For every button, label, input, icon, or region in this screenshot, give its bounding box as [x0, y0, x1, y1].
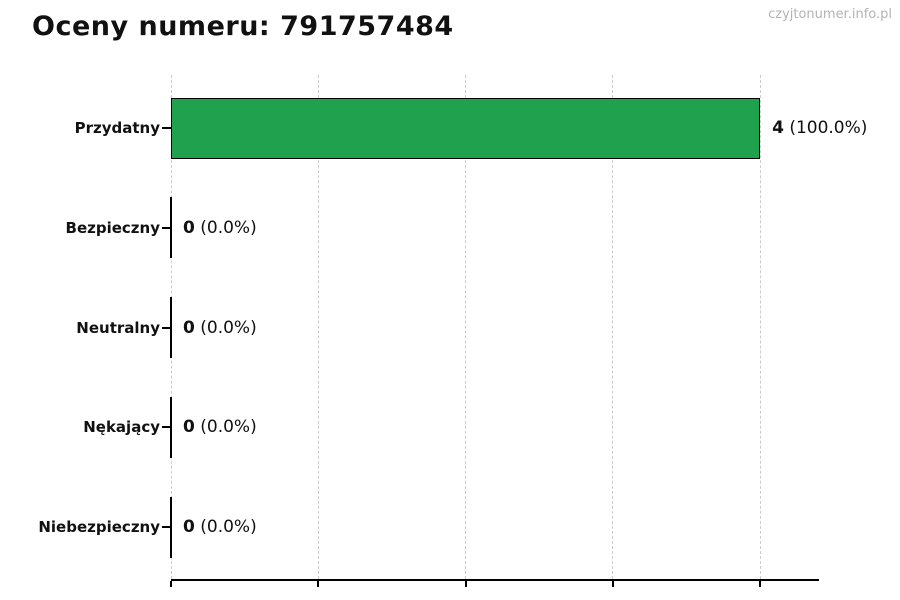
value-label: 0 (0.0%) — [183, 516, 257, 538]
bar-przydatny — [171, 97, 761, 159]
value-label: 4 (100.0%) — [772, 117, 867, 139]
x-axis-tick-3 — [611, 581, 614, 587]
gridline-x-1 — [317, 75, 319, 579]
gridline-x-2 — [465, 75, 467, 579]
zero-bar-niebezpieczny — [170, 496, 172, 558]
value-percentage: (0.0%) — [194, 417, 257, 438]
value-percentage: (100.0%) — [783, 118, 868, 138]
zero-bar-bezpieczny — [170, 197, 172, 259]
x-axis-tick-4 — [759, 581, 762, 587]
x-axis-tick-2 — [464, 581, 467, 587]
value-percentage: (0.0%) — [194, 217, 257, 238]
value-count: 0 — [183, 317, 195, 338]
y-axis-tick — [162, 426, 171, 429]
plot-area: 4 (100.0%) 0 (0.0%) 0 (0.0%) 0 (0.0%) 0 (0.0… — [170, 72, 867, 587]
watermark-link[interactable]: czyjtonumer.info.pl — [768, 7, 892, 22]
category-label: Bezpieczny — [65, 218, 160, 237]
y-axis-tick — [162, 226, 171, 229]
zero-bar-nękający — [170, 396, 172, 458]
value-label: 0 (0.0%) — [183, 217, 257, 239]
value-percentage: (0.0%) — [194, 317, 257, 338]
value-percentage: (0.0%) — [194, 517, 257, 537]
category-label: Przydatny — [74, 119, 160, 137]
chart-title: Oceny numeru: 791757484 — [32, 11, 454, 42]
value-count: 4 — [772, 118, 784, 138]
category-label: Niebezpieczny — [38, 518, 160, 536]
y-axis-tick — [162, 526, 171, 528]
value-label: 0 (0.0%) — [183, 416, 257, 438]
x-axis-tick-1 — [317, 581, 320, 587]
value-count: 0 — [183, 217, 195, 238]
value-count: 0 — [183, 417, 195, 438]
category-label: Neutralny — [76, 318, 160, 337]
x-axis-tick-0 — [170, 581, 172, 587]
y-axis-tick — [162, 326, 171, 329]
gridline-x-4 — [759, 75, 761, 579]
y-axis-tick — [162, 127, 171, 129]
zero-bar-neutralny — [170, 297, 172, 358]
category-label: Nękający — [83, 418, 160, 437]
gridline-x-3 — [612, 75, 614, 579]
value-count: 0 — [183, 517, 195, 537]
value-label: 0 (0.0%) — [183, 317, 257, 339]
